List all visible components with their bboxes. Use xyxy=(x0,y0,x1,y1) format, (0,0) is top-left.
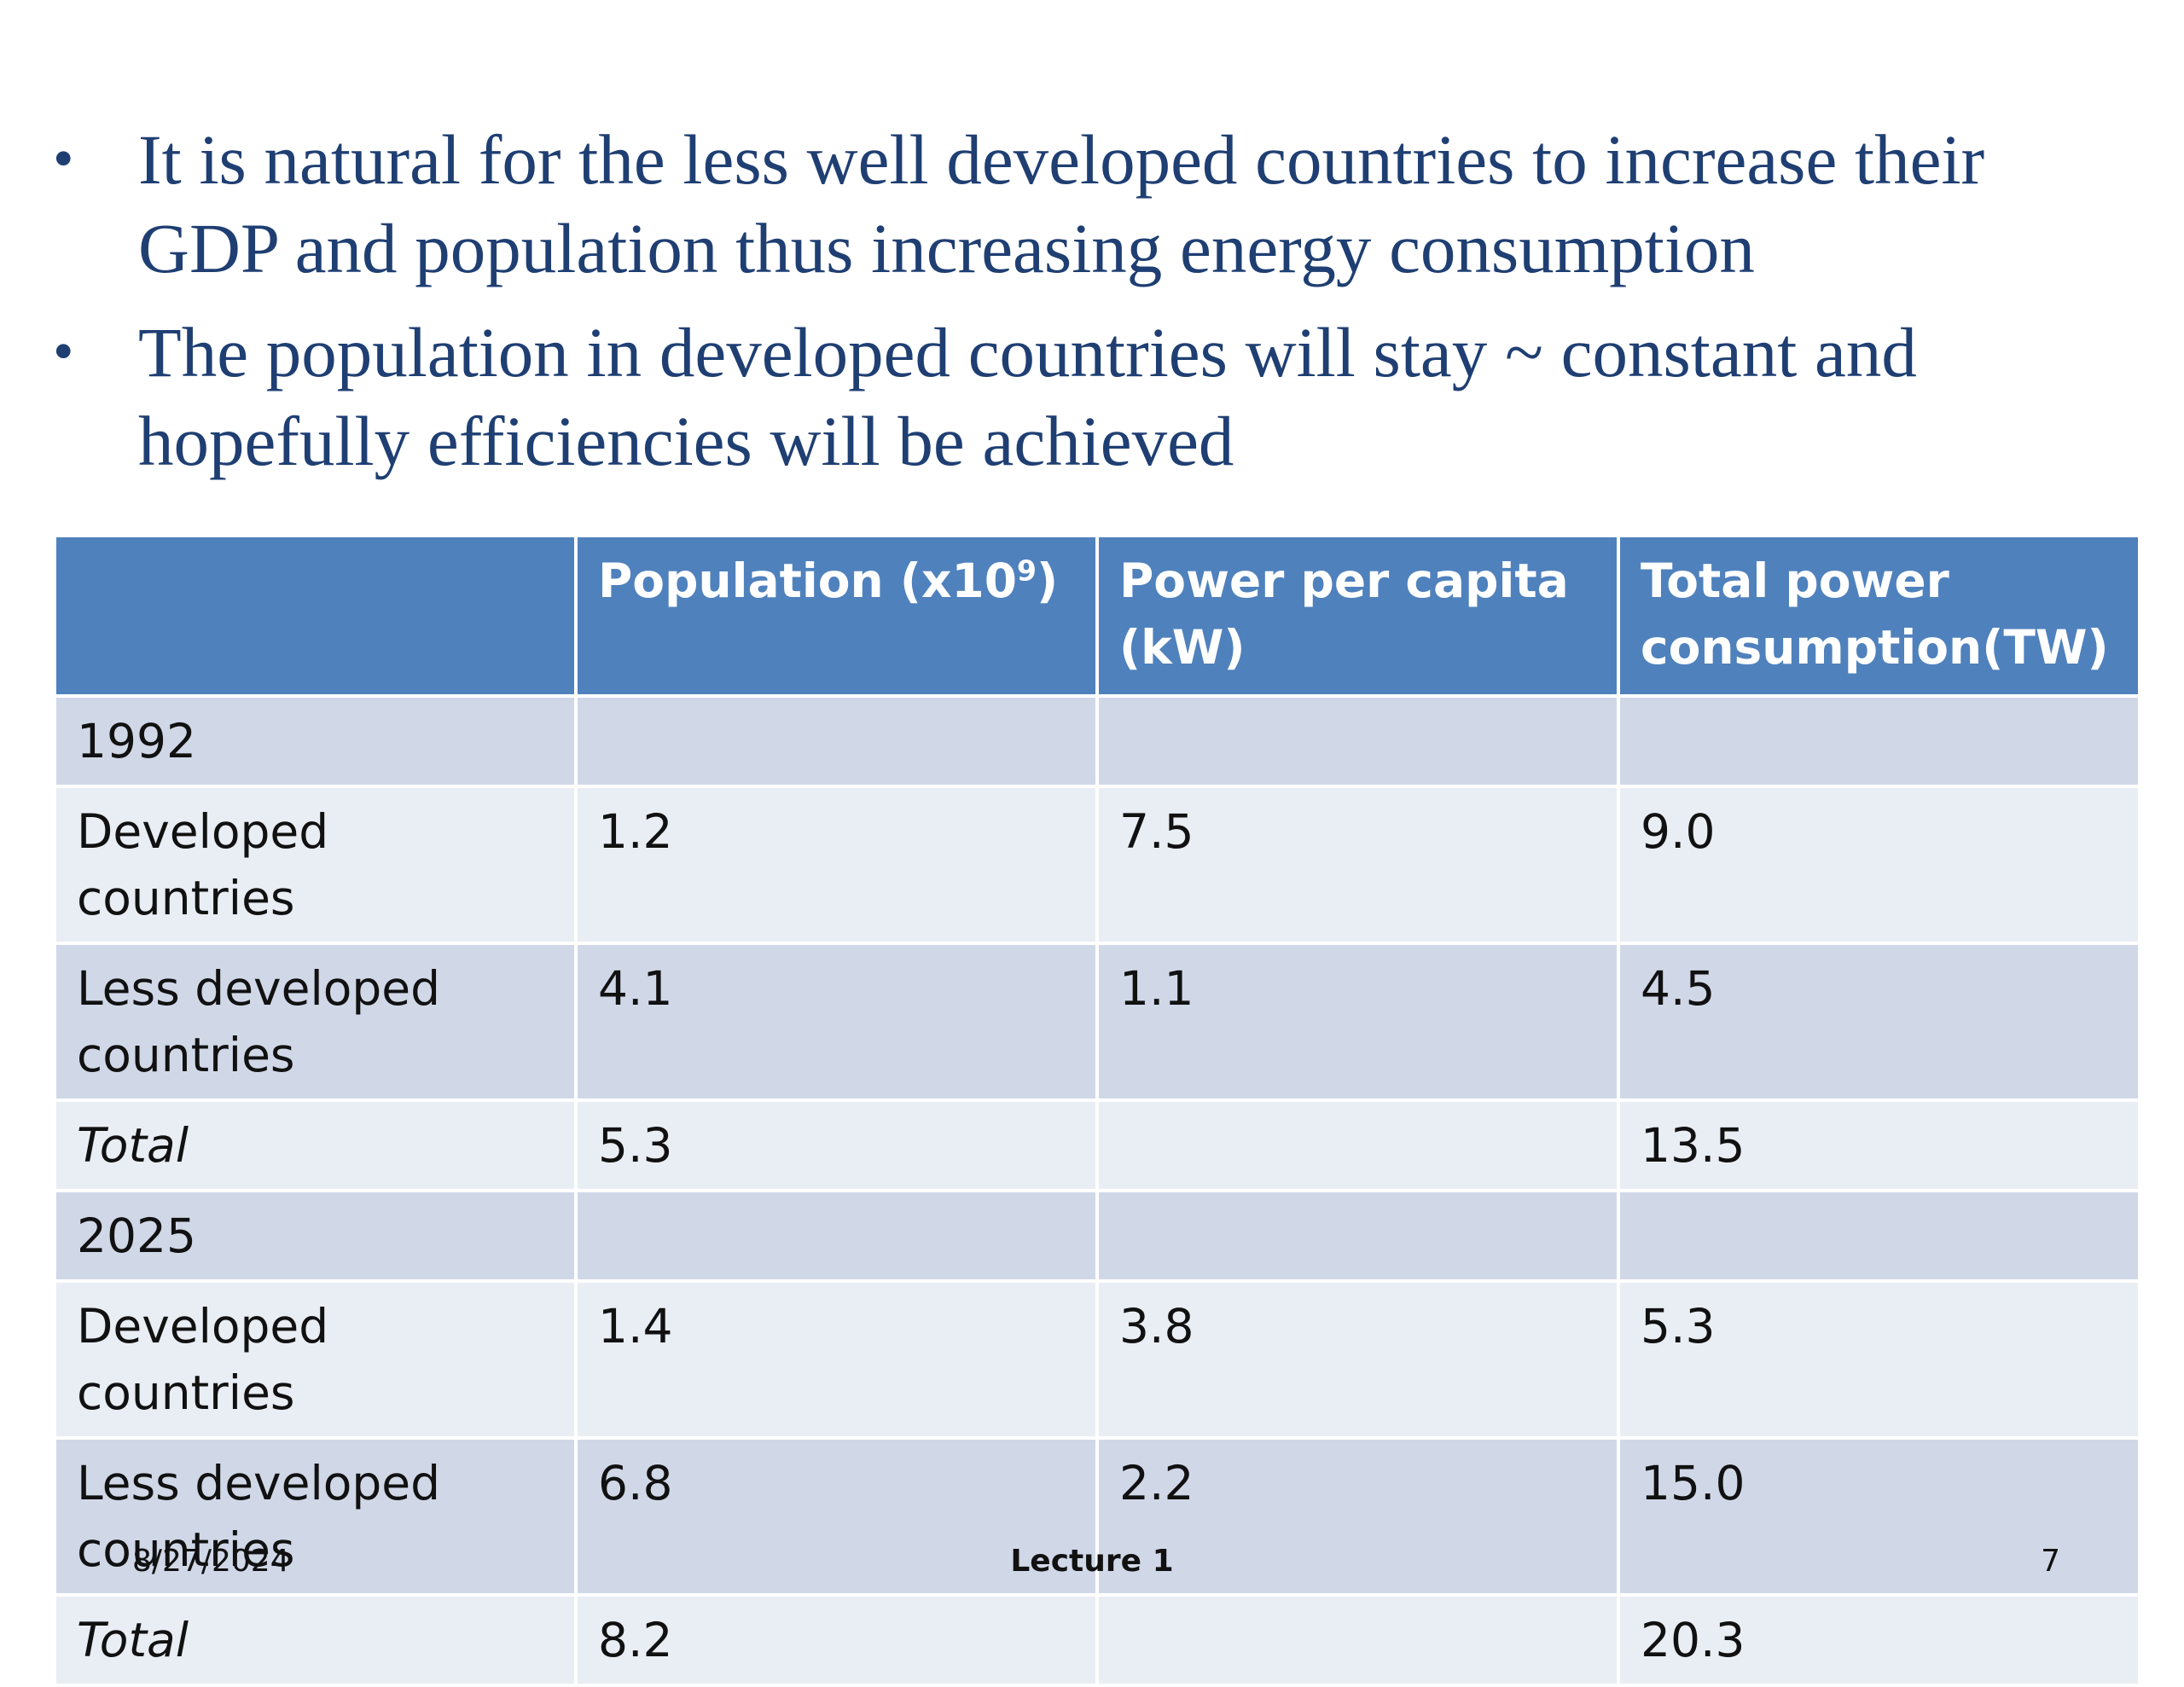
bullet-dot-icon: • xyxy=(53,319,74,385)
table-cell: 4.5 xyxy=(1617,942,2141,1102)
table-cell: Less developed countries xyxy=(53,1436,578,1597)
table-row: Less developed countries 6.8 2.2 15.0 xyxy=(53,1436,2141,1597)
bullet-text: It is natural for the less well develope… xyxy=(138,120,1985,287)
table-header-row: Population (x109) Power per capita (kW) … xyxy=(53,534,2141,698)
table-cell: 8.2 xyxy=(574,1593,1099,1687)
table-cell: 1.2 xyxy=(574,785,1099,945)
table-cell: 6.8 xyxy=(574,1436,1099,1597)
header-total-power: Total power consumption(TW) xyxy=(1617,534,2141,698)
table-cell: 3.8 xyxy=(1095,1279,1620,1440)
footer-title: Lecture 1 xyxy=(1010,1544,1174,1579)
bullet-text: The population in developed countries wi… xyxy=(138,313,1917,480)
table-cell xyxy=(1617,694,2141,788)
table-cell: 13.5 xyxy=(1617,1099,2141,1192)
energy-table: Population (x109) Power per capita (kW) … xyxy=(53,534,2141,1687)
table-cell: Total xyxy=(53,1593,578,1687)
table-cell: Total xyxy=(53,1099,578,1192)
table-row: Total 8.2 20.3 xyxy=(53,1593,2141,1687)
header-population: Population (x109) xyxy=(574,534,1099,698)
table-cell xyxy=(1095,1189,1620,1283)
table-cell: Developed countries xyxy=(53,1279,578,1440)
table-row: 1992 xyxy=(53,694,2141,788)
table-cell: 9.0 xyxy=(1617,785,2141,945)
table-cell: 15.0 xyxy=(1617,1436,2141,1597)
table-cell: 1.4 xyxy=(574,1279,1099,1440)
table-row: Developed countries 1.2 7.5 9.0 xyxy=(53,785,2141,945)
table-cell: 5.3 xyxy=(574,1099,1099,1192)
table-cell: 7.5 xyxy=(1095,785,1620,945)
table-cell: 1.1 xyxy=(1095,942,1620,1102)
table-row: Developed countries 1.4 3.8 5.3 xyxy=(53,1279,2141,1440)
table-cell xyxy=(574,1189,1099,1283)
table-cell: 5.3 xyxy=(1617,1279,2141,1440)
header-empty xyxy=(53,534,578,698)
table-row: Total 5.3 13.5 xyxy=(53,1099,2141,1192)
bullet-list: • It is natural for the less well develop… xyxy=(53,115,2135,501)
table-row: 2025 xyxy=(53,1189,2141,1283)
bullet-dot-icon: • xyxy=(53,126,74,192)
table-cell: 2025 xyxy=(53,1189,578,1283)
table-cell: 4.1 xyxy=(574,942,1099,1102)
table-cell xyxy=(1095,1593,1620,1687)
bullet-item: • It is natural for the less well develop… xyxy=(53,115,2135,293)
table-cell xyxy=(1095,1099,1620,1192)
table-cell: 1992 xyxy=(53,694,578,788)
table-cell xyxy=(1617,1189,2141,1283)
page-number: 7 xyxy=(2041,1544,2060,1579)
table-cell: 20.3 xyxy=(1617,1593,2141,1687)
table-cell: 2.2 xyxy=(1095,1436,1620,1597)
table-cell xyxy=(1095,694,1620,788)
table-cell: Developed countries xyxy=(53,785,578,945)
table-cell: Less developed countries xyxy=(53,942,578,1102)
footer-date: 8/27/2024 xyxy=(132,1544,290,1579)
header-power-per-capita: Power per capita (kW) xyxy=(1095,534,1620,698)
bullet-item: • The population in developed countries w… xyxy=(53,308,2135,485)
table-row: Less developed countries 4.1 1.1 4.5 xyxy=(53,942,2141,1102)
table-cell xyxy=(574,694,1099,788)
